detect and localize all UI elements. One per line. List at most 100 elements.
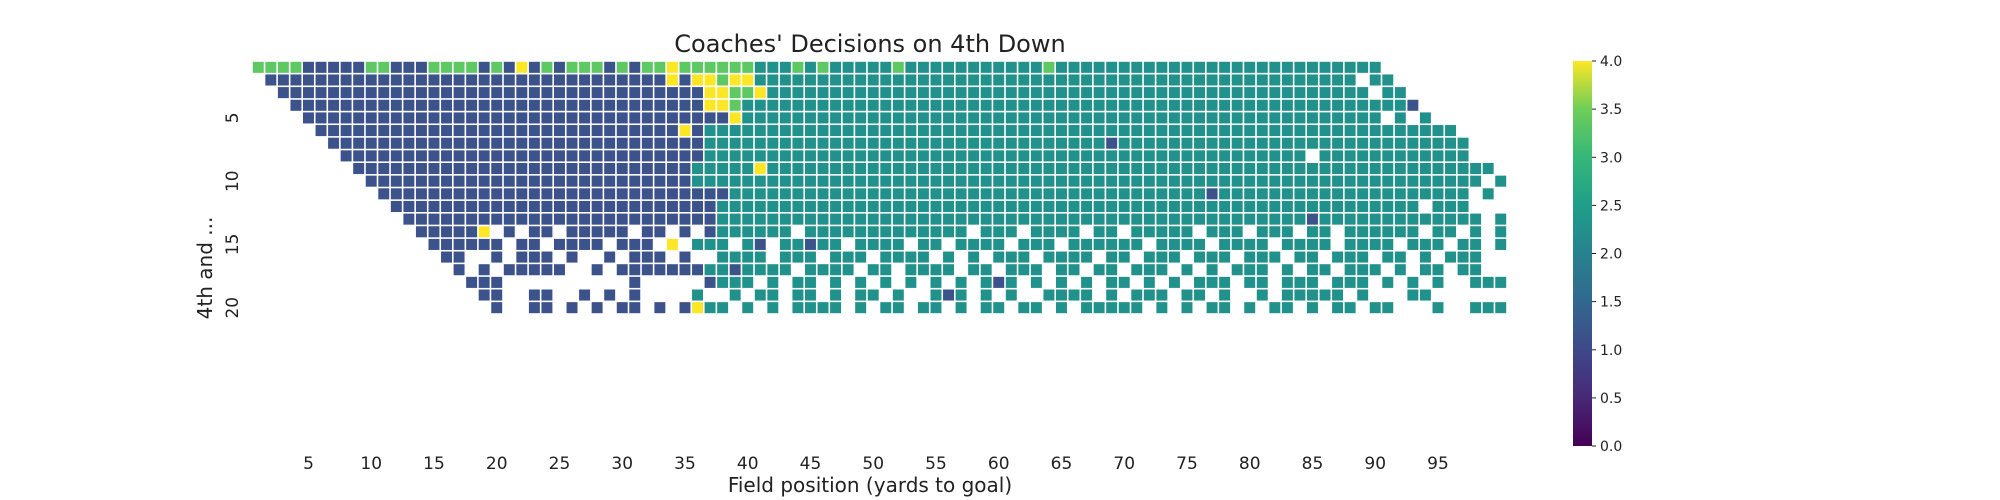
heatmap-cell [1281, 112, 1293, 124]
heatmap-cell [1344, 226, 1356, 238]
heatmap-cell [943, 264, 954, 276]
heatmap-cell [917, 163, 929, 175]
heatmap-cell [466, 226, 478, 238]
heatmap-cell [378, 188, 390, 200]
heatmap-cell [1156, 188, 1168, 200]
heatmap-cell [415, 200, 427, 212]
heatmap-cell [1093, 175, 1105, 187]
heatmap-cell [704, 238, 716, 250]
heatmap-cell [704, 112, 716, 124]
heatmap-cell [491, 302, 503, 314]
heatmap-cell [792, 125, 804, 137]
heatmap-cell [403, 175, 415, 187]
heatmap-cell [1369, 74, 1381, 86]
heatmap-cell [842, 125, 854, 137]
heatmap-cell [767, 61, 779, 73]
heatmap-cell [1056, 87, 1067, 99]
heatmap-cell [779, 61, 791, 73]
heatmap-cell [1319, 74, 1331, 86]
heatmap-cell [1005, 175, 1017, 187]
heatmap-cell [1495, 238, 1507, 250]
heatmap-cell [1256, 74, 1268, 86]
heatmap-cell [1445, 125, 1456, 137]
heatmap-cell [353, 74, 365, 86]
heatmap-cell [415, 188, 427, 200]
heatmap-cell [855, 74, 867, 86]
heatmap-cell [1181, 200, 1193, 212]
heatmap-cell [905, 188, 917, 200]
heatmap-cell [315, 125, 327, 137]
heatmap-cell [641, 226, 653, 238]
heatmap-cell [968, 87, 980, 99]
heatmap-cell [554, 99, 565, 111]
heatmap-cell [541, 213, 553, 225]
heatmap-cell [503, 226, 515, 238]
heatmap-cell [1332, 302, 1344, 314]
heatmap-cell [491, 200, 503, 212]
heatmap-cell [1194, 137, 1205, 149]
heatmap-cell [591, 87, 603, 99]
heatmap-cell [767, 87, 779, 99]
heatmap-cell [968, 264, 980, 276]
heatmap-cell [466, 276, 478, 288]
x-tick-label: 65 [1051, 454, 1073, 474]
heatmap-cell [466, 99, 478, 111]
heatmap-cell [917, 87, 929, 99]
heatmap-cell [478, 74, 490, 86]
heatmap-cell [1156, 289, 1168, 301]
heatmap-cell [365, 61, 377, 73]
heatmap-cell [1457, 200, 1469, 212]
colorbar-ticks: 0.00.51.01.52.02.53.03.54.0 [1592, 54, 1622, 455]
heatmap-cell [528, 87, 540, 99]
heatmap-cell [1005, 150, 1017, 162]
heatmap-cell [1369, 175, 1381, 187]
heatmap-cell [1093, 213, 1105, 225]
heatmap-cell [566, 74, 578, 86]
heatmap-cell [779, 213, 791, 225]
heatmap-cell [880, 226, 892, 238]
heatmap-cell [867, 188, 879, 200]
heatmap-cell [805, 213, 816, 225]
heatmap-cell [905, 276, 917, 288]
heatmap-cell [1394, 87, 1406, 99]
heatmap-cell [1269, 112, 1281, 124]
heatmap-cell [1369, 238, 1381, 250]
heatmap-cell [1394, 264, 1406, 276]
chart-title: Coaches' Decisions on 4th Down [674, 30, 1065, 58]
heatmap-cell [1445, 175, 1456, 187]
heatmap-cell [1018, 74, 1030, 86]
heatmap-cell [328, 125, 340, 137]
heatmap-cell [968, 251, 980, 263]
heatmap-cell [666, 200, 678, 212]
heatmap-cell [528, 238, 540, 250]
heatmap-cell [1018, 150, 1030, 162]
heatmap-cell [892, 163, 904, 175]
heatmap-cell [980, 163, 992, 175]
heatmap-cell [1068, 61, 1080, 73]
heatmap-cell [742, 137, 754, 149]
heatmap-cell [842, 200, 854, 212]
heatmap-cell [378, 61, 390, 73]
heatmap-cell [767, 137, 779, 149]
heatmap-cell [1194, 112, 1205, 124]
heatmap-cell [1369, 99, 1381, 111]
heatmap-cell [830, 74, 842, 86]
heatmap-cell [1131, 150, 1143, 162]
heatmap-cell [717, 238, 729, 250]
heatmap-cell [805, 150, 816, 162]
heatmap-cell [415, 112, 427, 124]
heatmap-cell [1118, 200, 1130, 212]
heatmap-cell [767, 112, 779, 124]
heatmap-cell [1419, 238, 1431, 250]
heatmap-cell [930, 289, 942, 301]
heatmap-cell [579, 238, 591, 250]
heatmap-cell [1181, 125, 1193, 137]
heatmap-cell [1068, 264, 1080, 276]
heatmap-cell [1131, 289, 1143, 301]
heatmap-cell [478, 200, 490, 212]
heatmap-cell [428, 99, 440, 111]
colorbar-tick-label: 2.0 [1600, 247, 1622, 263]
heatmap-cell [441, 137, 452, 149]
heatmap-cell [993, 137, 1005, 149]
heatmap-cell [679, 213, 691, 225]
